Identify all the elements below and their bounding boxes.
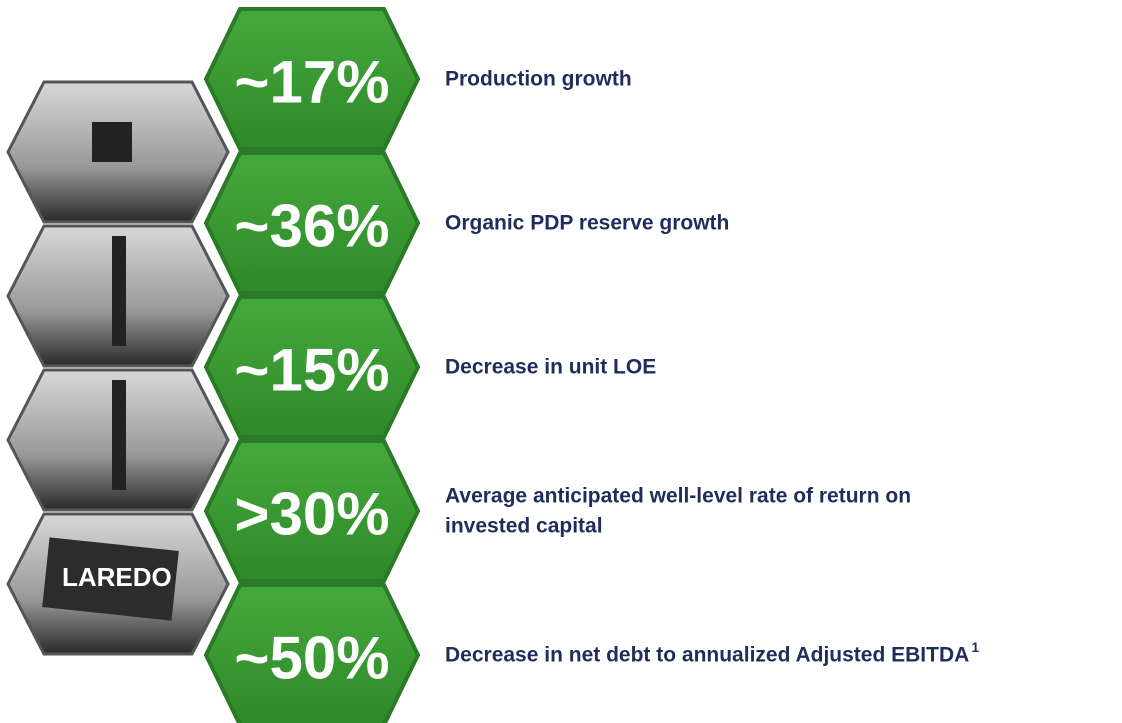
rig-silhouette	[92, 122, 132, 162]
description: Average anticipated well-level rate of r…	[445, 485, 911, 508]
rig-silhouette	[112, 236, 126, 346]
description: Decrease in net debt to annualized Adjus…	[445, 644, 969, 667]
stat-hexagon	[203, 295, 421, 439]
flag-text: LAREDO	[62, 562, 172, 592]
stat-hexagon	[203, 151, 421, 295]
footnote-marker: 1	[971, 639, 979, 655]
rig-silhouette	[112, 380, 126, 490]
stat-column: ~17% ~36% ~15% >30% ~50%	[203, 7, 421, 723]
description: invested capital	[445, 515, 603, 538]
description-column: Production growth Organic PDP reserve gro…	[445, 68, 979, 667]
flag	[42, 537, 179, 621]
stat-value: ~15%	[234, 337, 389, 404]
stat-value: >30%	[234, 481, 389, 548]
stat-value: ~36%	[234, 193, 389, 260]
stat-hexagon	[203, 583, 421, 723]
stat-hexagon	[203, 7, 421, 151]
photo-column: LAREDO	[6, 80, 230, 656]
description: Organic PDP reserve growth	[445, 212, 729, 235]
stat-value: ~50%	[234, 625, 389, 692]
description: Production growth	[445, 68, 632, 91]
stat-hexagon	[203, 439, 421, 583]
stat-value: ~17%	[234, 49, 389, 116]
description: Decrease in unit LOE	[445, 356, 656, 379]
